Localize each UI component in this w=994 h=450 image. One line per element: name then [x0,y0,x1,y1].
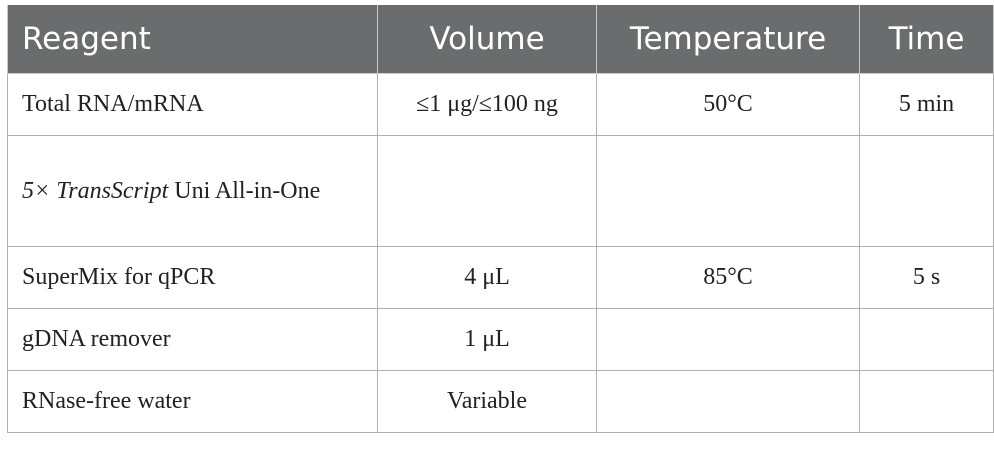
header-cell: Temperature [596,5,860,74]
cell: 5 min [859,73,994,136]
row: Total RNA/mRNA ≤1 μg/≤100 ng 50°C 5 min [7,73,994,136]
header-cell: Volume [377,5,597,74]
cell: SuperMix for qPCR [7,246,378,309]
cell-part: Uni All-in-One [174,178,321,204]
row: gDNA remover 1 μL [7,308,994,371]
cell [596,135,860,247]
reagent-table: Reagent Volume Temperature Time Total RN… [7,5,994,433]
cell [596,370,860,433]
row: RNase-free water Variable [7,370,994,433]
row: 5× TransScript Uni All-in-One [7,135,994,247]
cell: Variable [377,370,597,433]
cell [859,135,994,247]
cell [377,135,597,247]
header-row: Reagent Volume Temperature Time [7,5,994,74]
cell: gDNA remover [7,308,378,371]
cell: 85°C [596,246,860,309]
row: SuperMix for qPCR 4 μL 85°C 5 s [7,246,994,309]
cell: 1 μL [377,308,597,371]
cell: 5× TransScript Uni All-in-One [7,135,378,247]
cell: Total RNA/mRNA [7,73,378,136]
cell: 4 μL [377,246,597,309]
header-cell: Time [859,5,994,74]
cell: 50°C [596,73,860,136]
cell-part: TransScript [56,178,169,204]
cell [859,308,994,371]
cell-part: 5× [22,178,51,204]
cell [596,308,860,371]
cell: 5 s [859,246,994,309]
header-cell: Reagent [7,5,378,74]
cell: ≤1 μg/≤100 ng [377,73,597,136]
cell: RNase-free water [7,370,378,433]
cell [859,370,994,433]
